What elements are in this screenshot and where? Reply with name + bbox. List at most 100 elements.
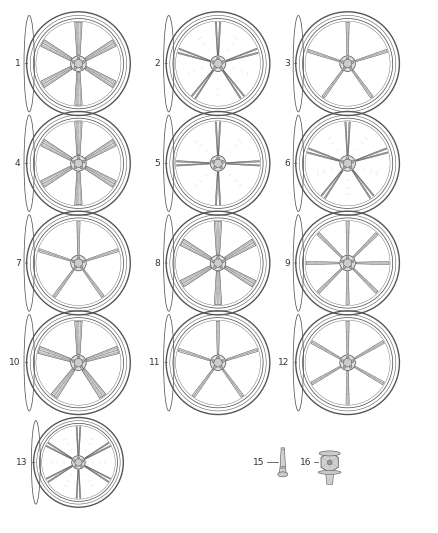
Polygon shape bbox=[180, 239, 212, 260]
Polygon shape bbox=[226, 164, 259, 166]
Polygon shape bbox=[53, 269, 74, 297]
Text: 8: 8 bbox=[155, 259, 160, 268]
Polygon shape bbox=[279, 448, 286, 474]
Polygon shape bbox=[75, 122, 82, 155]
Polygon shape bbox=[85, 39, 116, 61]
Circle shape bbox=[71, 56, 86, 71]
Polygon shape bbox=[215, 22, 218, 55]
Circle shape bbox=[74, 266, 77, 269]
Polygon shape bbox=[309, 148, 340, 160]
Circle shape bbox=[210, 156, 226, 171]
Polygon shape bbox=[223, 369, 244, 397]
Circle shape bbox=[346, 256, 349, 259]
Polygon shape bbox=[41, 139, 72, 160]
Circle shape bbox=[72, 61, 75, 63]
Polygon shape bbox=[39, 248, 71, 261]
Text: 2: 2 bbox=[155, 59, 160, 68]
Circle shape bbox=[81, 460, 84, 462]
Circle shape bbox=[74, 166, 77, 169]
Polygon shape bbox=[77, 222, 80, 254]
Polygon shape bbox=[76, 426, 78, 455]
Circle shape bbox=[217, 256, 219, 259]
Polygon shape bbox=[321, 170, 343, 196]
Polygon shape bbox=[345, 122, 347, 155]
Circle shape bbox=[341, 160, 344, 163]
Text: 4: 4 bbox=[15, 159, 21, 168]
Polygon shape bbox=[85, 465, 111, 479]
Polygon shape bbox=[178, 348, 210, 361]
Polygon shape bbox=[348, 122, 350, 155]
Text: 15: 15 bbox=[253, 458, 265, 467]
Polygon shape bbox=[86, 248, 118, 261]
Polygon shape bbox=[46, 446, 72, 459]
Circle shape bbox=[80, 266, 83, 269]
Polygon shape bbox=[352, 171, 371, 198]
Polygon shape bbox=[352, 70, 373, 98]
Circle shape bbox=[343, 358, 352, 367]
Circle shape bbox=[82, 260, 85, 263]
Circle shape bbox=[343, 67, 346, 69]
Polygon shape bbox=[85, 466, 109, 482]
Circle shape bbox=[349, 67, 352, 69]
Polygon shape bbox=[226, 52, 258, 62]
Circle shape bbox=[212, 61, 215, 63]
Circle shape bbox=[74, 259, 83, 267]
Circle shape bbox=[74, 67, 77, 69]
Ellipse shape bbox=[281, 447, 285, 449]
Circle shape bbox=[77, 57, 80, 60]
Circle shape bbox=[214, 59, 222, 68]
Circle shape bbox=[74, 59, 83, 68]
Circle shape bbox=[214, 358, 222, 367]
Polygon shape bbox=[226, 48, 257, 61]
Polygon shape bbox=[353, 269, 378, 294]
Circle shape bbox=[349, 166, 352, 169]
Circle shape bbox=[73, 460, 75, 462]
Polygon shape bbox=[346, 372, 349, 404]
Polygon shape bbox=[356, 148, 387, 160]
Circle shape bbox=[210, 355, 226, 370]
Polygon shape bbox=[75, 172, 82, 205]
Polygon shape bbox=[225, 266, 256, 287]
Circle shape bbox=[77, 356, 80, 359]
Circle shape bbox=[214, 159, 222, 167]
Polygon shape bbox=[346, 321, 349, 354]
Polygon shape bbox=[215, 172, 218, 205]
Circle shape bbox=[349, 366, 352, 368]
Circle shape bbox=[219, 266, 223, 269]
Circle shape bbox=[210, 56, 226, 71]
Polygon shape bbox=[355, 366, 384, 385]
Circle shape bbox=[351, 160, 354, 163]
Circle shape bbox=[346, 157, 349, 159]
Circle shape bbox=[340, 255, 355, 271]
Text: 3: 3 bbox=[284, 59, 290, 68]
Polygon shape bbox=[214, 222, 222, 254]
Polygon shape bbox=[75, 321, 82, 354]
Polygon shape bbox=[317, 232, 342, 257]
Polygon shape bbox=[311, 366, 341, 385]
Polygon shape bbox=[85, 139, 116, 160]
Polygon shape bbox=[346, 272, 349, 304]
Ellipse shape bbox=[318, 470, 341, 474]
Text: 5: 5 bbox=[155, 159, 160, 168]
Circle shape bbox=[349, 266, 352, 269]
Polygon shape bbox=[356, 49, 388, 62]
Circle shape bbox=[340, 56, 355, 71]
Polygon shape bbox=[41, 39, 72, 61]
Circle shape bbox=[351, 260, 354, 263]
Circle shape bbox=[341, 260, 344, 263]
Circle shape bbox=[351, 360, 354, 362]
Polygon shape bbox=[326, 472, 334, 484]
Polygon shape bbox=[322, 70, 343, 98]
Text: 10: 10 bbox=[9, 358, 21, 367]
Circle shape bbox=[77, 457, 80, 459]
Polygon shape bbox=[179, 48, 210, 61]
Polygon shape bbox=[38, 346, 71, 362]
Circle shape bbox=[219, 366, 223, 368]
Polygon shape bbox=[307, 152, 339, 161]
Polygon shape bbox=[82, 369, 106, 399]
Polygon shape bbox=[218, 22, 221, 55]
Polygon shape bbox=[48, 466, 72, 482]
Polygon shape bbox=[218, 122, 221, 155]
Circle shape bbox=[343, 166, 346, 169]
Circle shape bbox=[351, 61, 354, 63]
